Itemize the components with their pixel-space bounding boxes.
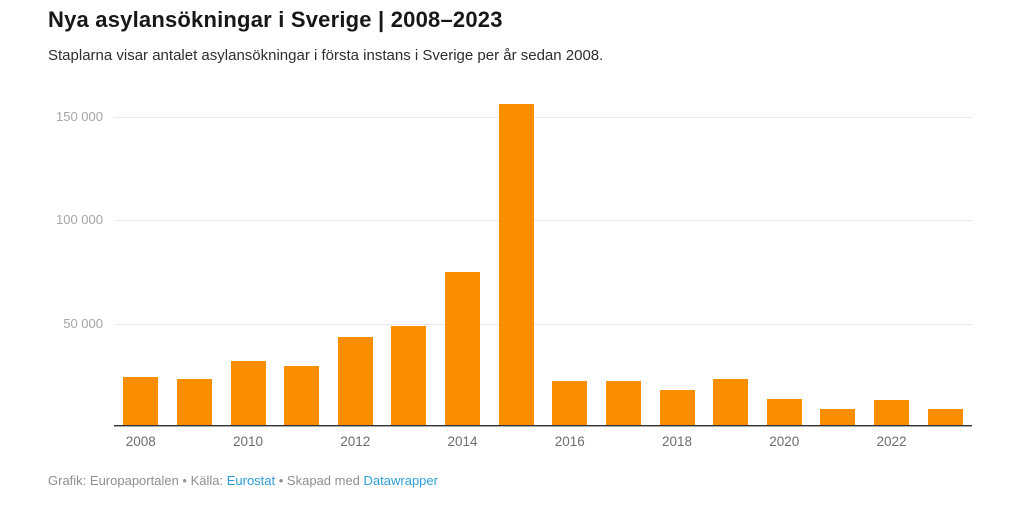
bar-2011: [284, 365, 320, 427]
y-tick-label-150000: 150 000: [56, 108, 103, 124]
gridline-100000: [114, 220, 972, 221]
gridline-50000: [114, 323, 972, 325]
bar-2015: [498, 104, 534, 427]
bar-2017: [605, 381, 641, 427]
bar-2008: [123, 376, 159, 427]
y-tick-label-50000: 50 000: [63, 315, 103, 331]
gridline-150000: [114, 116, 972, 118]
bar-2012: [337, 336, 373, 427]
bar-2019: [713, 378, 749, 427]
bar-2022: [874, 400, 910, 427]
bar-2020: [766, 399, 802, 427]
footer-link-eurostat[interactable]: Eurostat: [226, 473, 276, 488]
bar-2023: [927, 409, 963, 427]
bar-2018: [659, 389, 695, 427]
bar-2014: [445, 271, 481, 427]
bar-2009: [176, 378, 212, 427]
x-tick-label-2012: 2012: [340, 434, 371, 449]
footer-text-2: Källa:: [190, 473, 227, 488]
footer-link-datawrapper[interactable]: Datawrapper: [363, 473, 438, 488]
x-tick-label-2018: 2018: [662, 434, 693, 449]
x-tick-label-2022: 2022: [876, 434, 907, 449]
x-tick-label-2016: 2016: [554, 434, 585, 449]
bars-layer: [114, 100, 972, 427]
y-tick-label-100000: 100 000: [56, 212, 103, 227]
bar-2010: [230, 360, 266, 427]
x-axis-labels: 2008 2010 2012 2014 2016 2018 2020 2022: [114, 434, 972, 452]
footer-text-5: Skapad med: [286, 473, 364, 488]
footer-text-4: •: [275, 473, 287, 488]
x-tick-label-2014: 2014: [447, 434, 478, 449]
x-tick-label-2008: 2008: [125, 434, 156, 449]
chart-title: Nya asylansökningar i Sverige | 2008–202…: [48, 7, 503, 32]
chart-footer: Grafik: Europaportalen • Källa: Eurostat…: [48, 473, 438, 488]
bar-2021: [820, 409, 856, 427]
x-tick-label-2010: 2010: [233, 434, 264, 449]
chart-subtitle: Staplarna visar antalet asylansökningar …: [48, 47, 604, 64]
x-tick-label-2020: 2020: [769, 434, 800, 449]
bar-2013: [391, 325, 427, 427]
x-axis-line: [114, 425, 972, 427]
footer-text-1: •: [178, 473, 191, 488]
bar-2016: [552, 381, 588, 427]
footer-text-0: Grafik: Europaportalen: [48, 473, 179, 488]
